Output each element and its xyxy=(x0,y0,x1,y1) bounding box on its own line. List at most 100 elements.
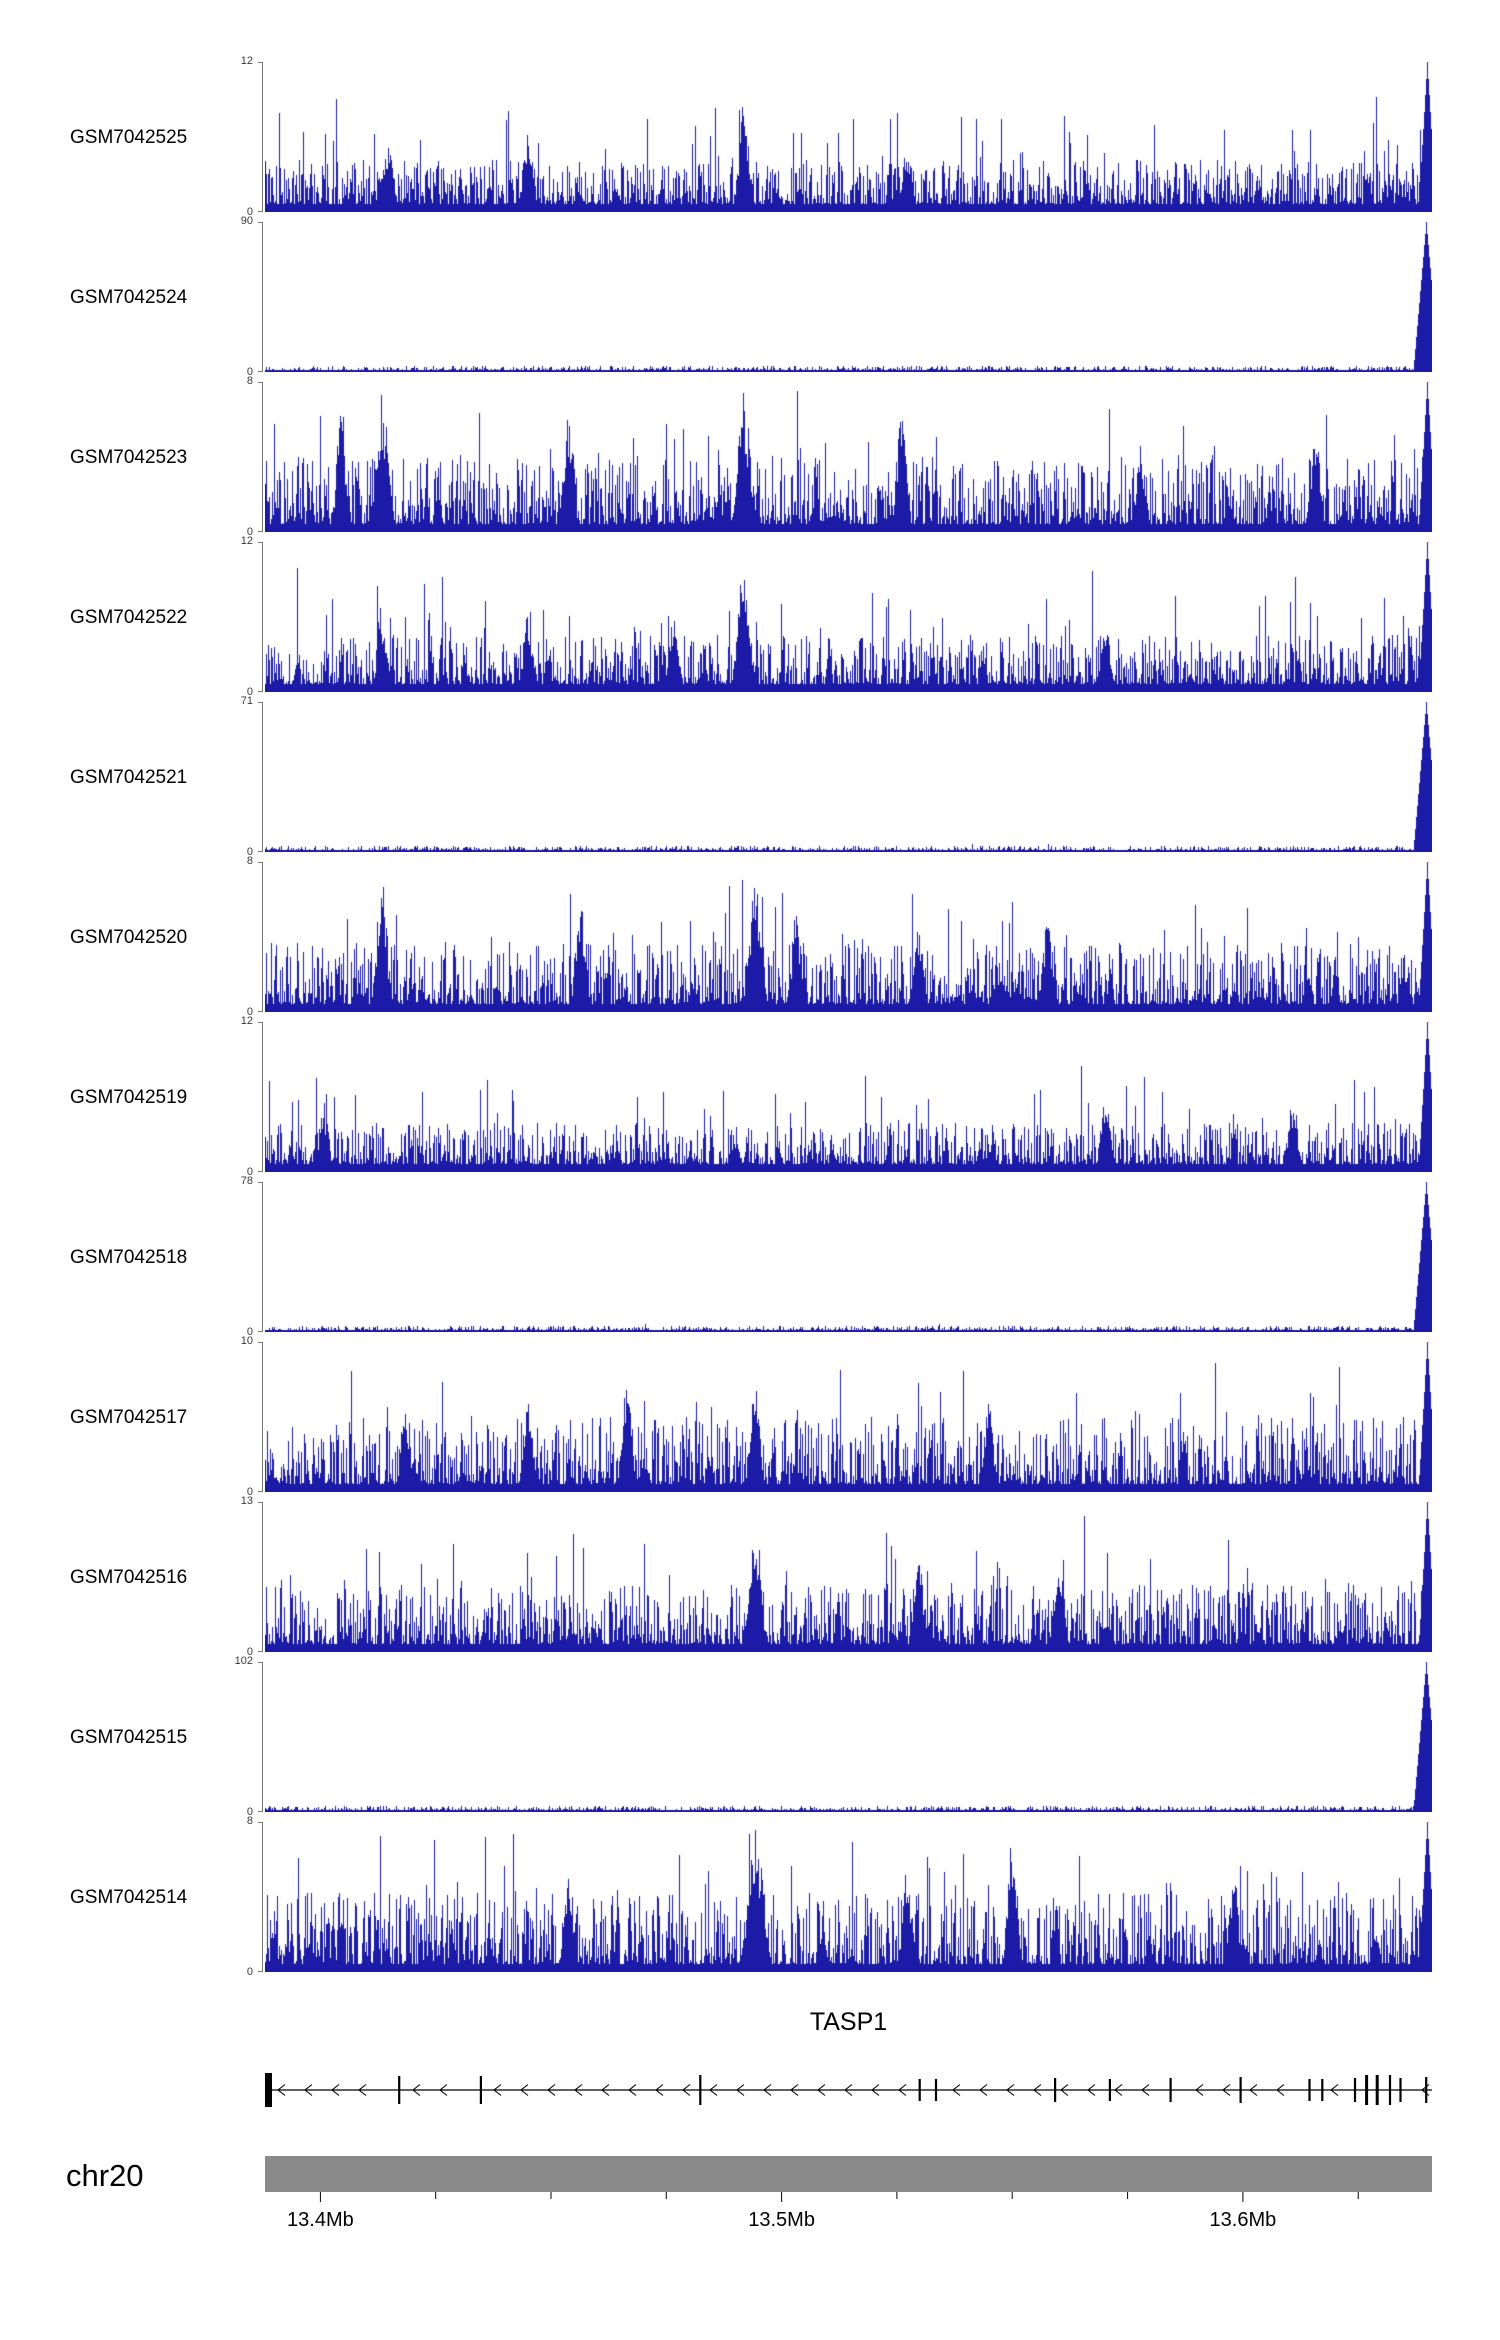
track-ymin-label: 0 xyxy=(246,206,253,218)
track-name-label: GSM7042521 xyxy=(70,767,188,788)
track-ymin-label: 0 xyxy=(246,1486,253,1498)
track-name-label: GSM7042516 xyxy=(70,1567,188,1588)
track-ymin-label: 0 xyxy=(246,1166,253,1178)
strand-arrow-icon xyxy=(871,2084,880,2096)
strand-arrow-icon xyxy=(574,2084,583,2096)
track-y-axis xyxy=(258,862,263,1012)
strand-arrow-icon xyxy=(520,2084,529,2096)
track-coverage-canvas xyxy=(265,382,1432,532)
track-ymin-label: 0 xyxy=(246,1006,253,1018)
gene-exon xyxy=(1353,2078,1357,2102)
chromosome-label: chr20 xyxy=(66,2158,144,2193)
track-ymin-label: 0 xyxy=(246,1646,253,1658)
track-y-axis xyxy=(258,62,263,212)
genome-axis-ticks: 13.4Mb 13.5Mb 13.6Mb xyxy=(287,2192,1359,2231)
track-ymin-label: 0 xyxy=(246,686,253,698)
track-coverage-canvas xyxy=(265,1182,1432,1332)
track-name-label: GSM7042514 xyxy=(70,1887,188,1908)
track-coverage-canvas xyxy=(265,702,1432,852)
gene-exon xyxy=(1365,2075,1369,2105)
track-ymax-label: 71 xyxy=(240,695,253,707)
strand-arrow-icon xyxy=(817,2084,826,2096)
signal-track-row: GSM7042516 13 0 xyxy=(0,1496,1500,1658)
track-y-axis xyxy=(258,702,263,852)
strand-arrow-icon xyxy=(439,2084,448,2096)
gene-exon xyxy=(1308,2079,1311,2101)
track-coverage-canvas xyxy=(265,222,1432,372)
track-coverage-canvas xyxy=(265,62,1432,212)
strand-arrow-icon xyxy=(844,2084,853,2096)
strand-arrow-icon xyxy=(898,2084,907,2096)
strand-arrow-icon xyxy=(1060,2084,1069,2096)
strand-arrow-icon xyxy=(655,2084,664,2096)
gene-model-track xyxy=(265,2073,1432,2107)
track-name-label: GSM7042515 xyxy=(70,1727,188,1748)
track-name-label: GSM7042517 xyxy=(70,1407,188,1428)
track-ymax-label: 12 xyxy=(240,55,253,67)
signal-track-row: GSM7042518 78 0 xyxy=(0,1175,1500,1338)
signal-track-row: GSM7042520 8 0 xyxy=(0,856,1500,1018)
signal-track-row: GSM7042519 12 0 xyxy=(0,1015,1500,1178)
strand-arrow-icon xyxy=(1222,2084,1231,2096)
track-ymax-label: 8 xyxy=(246,375,253,387)
gene-exon xyxy=(699,2075,702,2105)
track-coverage-canvas xyxy=(265,862,1432,1012)
track-ymax-label: 12 xyxy=(240,1015,253,1027)
gene-exon xyxy=(934,2079,938,2101)
gene-exon xyxy=(1425,2077,1428,2103)
track-coverage-canvas xyxy=(265,1022,1432,1172)
track-ymax-label: 12 xyxy=(240,535,253,547)
strand-arrow-icon xyxy=(331,2084,340,2096)
strand-arrow-icon xyxy=(412,2084,421,2096)
axis-tick-label: 13.6Mb xyxy=(1210,2209,1277,2231)
signal-track-row: GSM7042515 102 0 xyxy=(0,1655,1500,1818)
gene-exon xyxy=(1375,2075,1379,2105)
axis-tick-label: 13.5Mb xyxy=(748,2209,815,2231)
gene-exon xyxy=(1388,2075,1392,2105)
track-ymax-label: 90 xyxy=(240,215,253,227)
signal-track-row: GSM7042514 8 0 xyxy=(0,1815,1500,1978)
strand-arrow-icon xyxy=(601,2084,610,2096)
strand-arrow-icon xyxy=(709,2084,718,2096)
track-y-axis xyxy=(258,1822,263,1972)
track-name-label: GSM7042525 xyxy=(70,127,188,148)
track-ymax-label: 8 xyxy=(246,1815,253,1827)
genome-axis-bar xyxy=(265,2156,1432,2192)
track-y-axis xyxy=(258,1022,263,1172)
gene-exon xyxy=(1169,2078,1172,2102)
strand-arrow-icon xyxy=(790,2084,799,2096)
track-name-label: GSM7042522 xyxy=(70,607,188,628)
signal-track-row: GSM7042522 12 0 xyxy=(0,535,1500,698)
track-ymax-label: 78 xyxy=(240,1175,253,1187)
track-y-axis xyxy=(258,542,263,692)
gene-exon xyxy=(1321,2079,1324,2101)
track-name-label: GSM7042519 xyxy=(70,1087,188,1108)
track-ymax-label: 102 xyxy=(234,1655,253,1667)
track-y-axis xyxy=(258,1662,263,1812)
axis-tick-label: 13.4Mb xyxy=(287,2209,354,2231)
strand-arrow-icon xyxy=(1087,2084,1096,2096)
strand-arrow-icon xyxy=(547,2084,556,2096)
coverage-tracks-panel: GSM7042525 12 0 GSM7042524 90 0 GSM70425… xyxy=(0,55,1500,1978)
track-coverage-canvas xyxy=(265,1342,1432,1492)
track-coverage-canvas xyxy=(265,1822,1432,1972)
strand-arrow-icon xyxy=(1195,2084,1204,2096)
strand-arrow-icon xyxy=(1114,2084,1123,2096)
strand-arrow-icon xyxy=(1276,2084,1285,2096)
gene-exon xyxy=(918,2079,921,2101)
track-y-axis xyxy=(258,1342,263,1492)
gene-exon xyxy=(479,2076,482,2104)
track-y-axis xyxy=(258,1502,263,1652)
strand-arrow-icon xyxy=(493,2084,502,2096)
track-name-label: GSM7042524 xyxy=(70,287,188,308)
gene-name-label: TASP1 xyxy=(809,2008,888,2036)
signal-track-row: GSM7042517 10 0 xyxy=(0,1336,1500,1498)
strand-arrow-icon xyxy=(304,2084,313,2096)
track-y-axis xyxy=(258,1182,263,1332)
track-ymin-label: 0 xyxy=(246,526,253,538)
track-name-label: GSM7042518 xyxy=(70,1247,188,1268)
gene-exon xyxy=(265,2073,272,2107)
strand-arrow-icon xyxy=(1330,2084,1339,2096)
signal-track-row: GSM7042525 12 0 xyxy=(0,55,1500,218)
gene-exon xyxy=(1399,2078,1402,2102)
